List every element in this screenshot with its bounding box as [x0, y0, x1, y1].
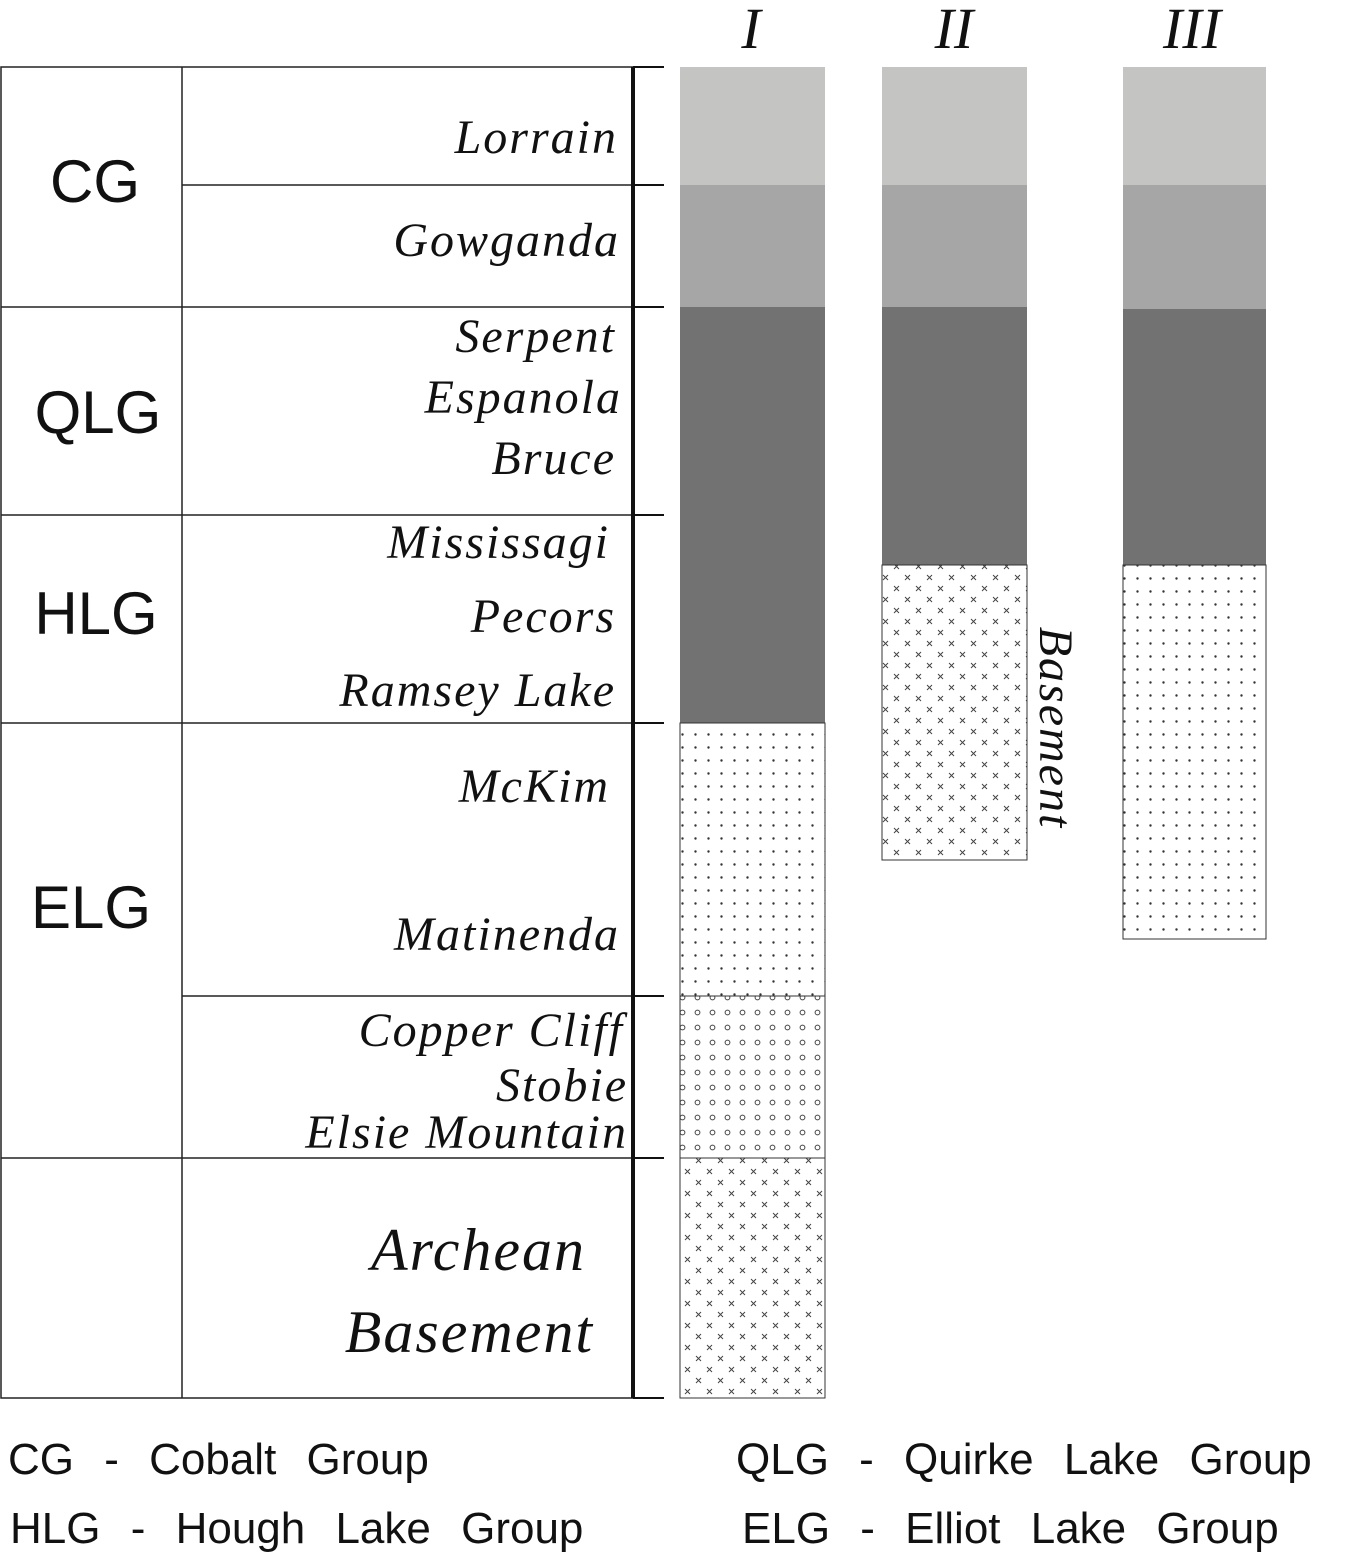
- column-header-ii: II: [934, 0, 976, 61]
- column-i-greenstone-block: [679, 995, 826, 1159]
- formation-espanola: Espanola: [424, 371, 622, 424]
- legend-item-elg: ELG - Elliot Lake Group: [742, 1504, 1279, 1553]
- legend: CG - Cobalt Group QLG - Quirke Lake Grou…: [8, 1435, 1312, 1553]
- column-iii-gowganda-block: [1123, 185, 1266, 309]
- group-label-qlg: QLG: [35, 379, 162, 446]
- formation-gowganda: Gowganda: [393, 214, 620, 267]
- column-i-lorrain-block: [680, 67, 825, 185]
- column-ii: Basement: [881, 67, 1082, 861]
- group-label-hlg: HLG: [34, 580, 157, 647]
- formation-archean: Archean: [367, 1217, 586, 1283]
- column-iii-elg-block: [1122, 564, 1267, 940]
- column-header-iii: III: [1162, 0, 1224, 61]
- column-i: [679, 67, 826, 1399]
- column-header-i: I: [740, 0, 763, 61]
- formation-mckim: McKim: [458, 760, 610, 813]
- group-label-elg: ELG: [31, 874, 151, 941]
- formation-matinenda: Matinenda: [393, 908, 620, 961]
- column-iii: [1122, 67, 1267, 940]
- scale-bar: [631, 66, 664, 1399]
- column-iii-lorrain-block: [1123, 67, 1266, 185]
- column-ii-basement-label: Basement: [1029, 627, 1082, 830]
- group-label-cg: CG: [50, 148, 140, 215]
- column-ii-lorrain-block: [882, 67, 1027, 185]
- column-i-basement-block: [679, 1157, 826, 1399]
- formation-elsie-mountain: Elsie Mountain: [304, 1106, 628, 1159]
- formation-basement: Basement: [345, 1299, 594, 1365]
- formation-mississagi: Mississagi: [386, 516, 610, 569]
- column-i-gowganda-block: [680, 185, 825, 307]
- column-i-elg-block: [679, 722, 826, 997]
- formation-serpent: Serpent: [455, 310, 616, 363]
- formation-copper-cliff: Copper Cliff: [359, 1004, 628, 1057]
- column-i-qlg-hlg-block: [680, 307, 825, 723]
- column-ii-qlg-hlg-block: [882, 307, 1027, 565]
- formation-pecors: Pecors: [470, 590, 616, 643]
- legend-item-cg: CG - Cobalt Group: [8, 1435, 429, 1484]
- legend-item-hlg: HLG - Hough Lake Group: [10, 1504, 583, 1553]
- column-ii-basement-block: [881, 564, 1028, 861]
- legend-item-qlg: QLG - Quirke Lake Group: [736, 1435, 1312, 1484]
- column-iii-qlg-hlg-block: [1123, 309, 1266, 565]
- formation-stobie: Stobie: [496, 1059, 628, 1112]
- formation-lorrain: Lorrain: [454, 111, 618, 164]
- column-ii-gowganda-block: [882, 185, 1027, 307]
- formation-ramsey-lake: Ramsey Lake: [338, 664, 616, 717]
- formation-bruce: Bruce: [491, 432, 616, 485]
